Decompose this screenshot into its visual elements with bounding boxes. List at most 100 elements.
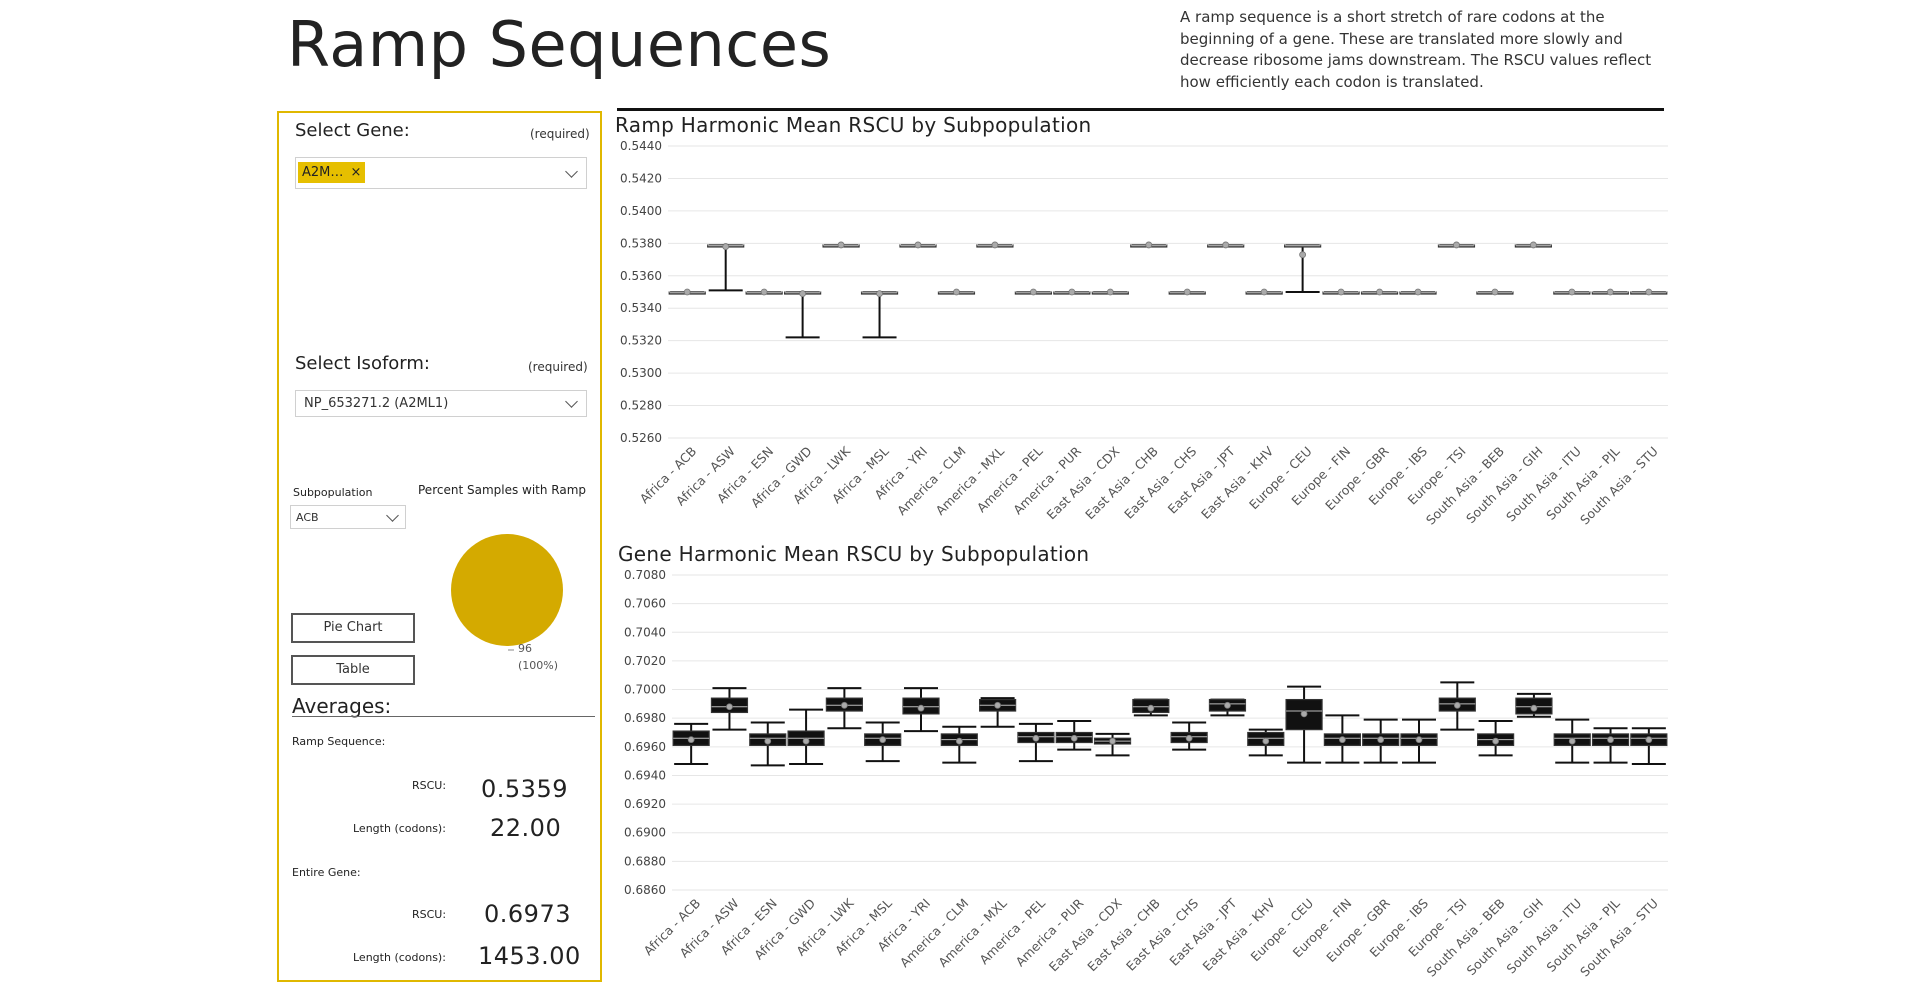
averages-heading: Averages: — [292, 694, 392, 718]
isoform-label: Select Isoform: — [295, 353, 430, 374]
y-tick-label: 0.5380 — [620, 236, 662, 250]
mean-marker — [837, 241, 845, 249]
y-tick-label: 0.5280 — [620, 399, 662, 413]
mean-marker — [1645, 288, 1653, 296]
pie-chart-button[interactable]: Pie Chart — [291, 613, 415, 643]
y-tick-label: 0.5260 — [620, 431, 662, 445]
mean-marker — [1606, 288, 1614, 296]
mean-marker — [1453, 241, 1460, 249]
y-tick-label: 0.5420 — [620, 171, 662, 185]
y-tick-label: 0.5320 — [620, 334, 662, 348]
mean-marker — [1300, 710, 1308, 718]
mean-marker — [1299, 251, 1307, 259]
x-tick-label: America - MXL — [935, 895, 1010, 970]
pie-slice[interactable] — [451, 534, 563, 646]
mean-marker — [1029, 288, 1037, 296]
y-tick-label: 0.5340 — [620, 301, 662, 315]
mean-marker — [994, 701, 1002, 709]
x-tick-label: America - PUR — [1010, 443, 1084, 517]
ramp-rscu-boxplot: 0.5260 0.5280 0.5300 0.5320 0.5340 0.5360 0.53… — [620, 139, 1668, 528]
ramp-length-value: 22.00 — [490, 814, 562, 842]
mean-marker — [1568, 288, 1576, 296]
isoform-value: NP_653271.2 (A2ML1) — [304, 396, 449, 411]
mean-marker — [914, 241, 922, 249]
mean-marker — [1147, 704, 1155, 712]
mean-marker — [1607, 736, 1614, 744]
mean-marker — [1645, 736, 1653, 744]
mean-marker — [799, 290, 807, 298]
entire-gene-heading: Entire Gene: — [292, 866, 361, 879]
y-tick-label: 0.5400 — [620, 204, 662, 218]
mean-marker — [722, 243, 730, 250]
mean-marker — [1568, 737, 1576, 745]
mean-marker — [1068, 288, 1076, 296]
x-tick-label: America - CLM — [894, 444, 969, 519]
ramp-chart-title: Ramp Harmonic Mean RSCU by Subpopulation — [615, 113, 1092, 137]
pie-title: Percent Samples with Ramp — [418, 483, 587, 497]
y-tick-label: 0.7000 — [624, 683, 666, 697]
chevron-down-icon[interactable] — [565, 395, 578, 408]
x-tick-label: America - PUR — [1013, 895, 1087, 969]
ramp-length-label: Length (codons): — [353, 822, 446, 835]
chip-remove-icon[interactable]: × — [350, 165, 362, 180]
chevron-down-icon[interactable] — [565, 165, 578, 178]
mean-marker — [953, 288, 960, 296]
mean-marker — [991, 241, 999, 249]
y-tick-label: 0.6900 — [624, 826, 666, 840]
gene-length-value: 1453.00 — [478, 942, 581, 970]
y-tick-label: 0.6980 — [624, 711, 666, 725]
gene-rscu-label: RSCU: — [412, 908, 447, 921]
mean-marker — [726, 703, 733, 711]
page-title: Ramp Sequences — [287, 8, 832, 81]
mean-marker — [1260, 288, 1268, 296]
mean-marker — [1224, 701, 1231, 709]
gene-rscu-boxplot: 0.6860 0.6880 0.6900 0.6920 0.6940 0.6960 0.69… — [624, 568, 1668, 980]
mean-marker — [1337, 288, 1345, 296]
gene-chip: A2M… × — [298, 162, 366, 183]
chevron-down-icon[interactable] — [386, 509, 399, 522]
mean-marker — [1222, 241, 1230, 249]
pie-count-label: 96 — [518, 642, 532, 655]
y-tick-label: 0.6960 — [624, 740, 666, 754]
x-tick-label: East Asia - JPT — [1165, 443, 1238, 516]
mean-marker — [687, 736, 695, 744]
y-tick-label: 0.6940 — [624, 768, 666, 782]
mean-marker — [840, 701, 848, 709]
x-tick-label: America - CLM — [897, 896, 972, 971]
mean-marker — [1338, 736, 1346, 744]
mean-marker — [764, 737, 772, 745]
y-tick-label: 0.7060 — [624, 597, 666, 611]
mean-marker — [1183, 288, 1191, 296]
gene-length-label: Length (codons): — [353, 951, 446, 964]
isoform-select[interactable]: NP_653271.2 (A2ML1) — [295, 390, 587, 417]
mean-marker — [1492, 737, 1500, 745]
table-button[interactable]: Table — [291, 655, 415, 685]
mean-marker — [760, 288, 768, 296]
mean-marker — [1145, 241, 1153, 249]
mean-marker — [1414, 288, 1422, 296]
mean-marker — [802, 737, 810, 745]
ramp-sequence-heading: Ramp Sequence: — [292, 735, 386, 748]
mean-marker — [876, 290, 883, 298]
gene-chip-label: A2M… — [302, 165, 344, 180]
mean-marker — [879, 736, 887, 744]
isoform-required-label: (required) — [528, 360, 588, 374]
mean-marker — [1032, 734, 1040, 742]
y-tick-label: 0.5300 — [620, 366, 662, 380]
mean-marker — [1530, 704, 1538, 712]
subpopulation-select[interactable]: ACB — [290, 505, 406, 529]
mean-marker — [1185, 734, 1193, 742]
subpopulation-value: ACB — [296, 511, 319, 524]
mean-marker — [1491, 288, 1499, 296]
subpopulation-label: Subpopulation — [293, 486, 373, 499]
y-tick-label: 0.6880 — [624, 854, 666, 868]
averages-divider — [292, 716, 595, 717]
y-tick-label: 0.6860 — [624, 883, 666, 897]
mean-marker — [1415, 736, 1423, 744]
mean-marker — [1109, 737, 1116, 745]
gene-label: Select Gene: — [295, 120, 410, 141]
page-description: A ramp sequence is a short stretch of ra… — [1180, 8, 1652, 91]
gene-select[interactable]: A2M… × — [295, 157, 587, 189]
y-tick-label: 0.7080 — [624, 568, 666, 582]
pie-chart: 96 (100%) — [451, 534, 563, 672]
